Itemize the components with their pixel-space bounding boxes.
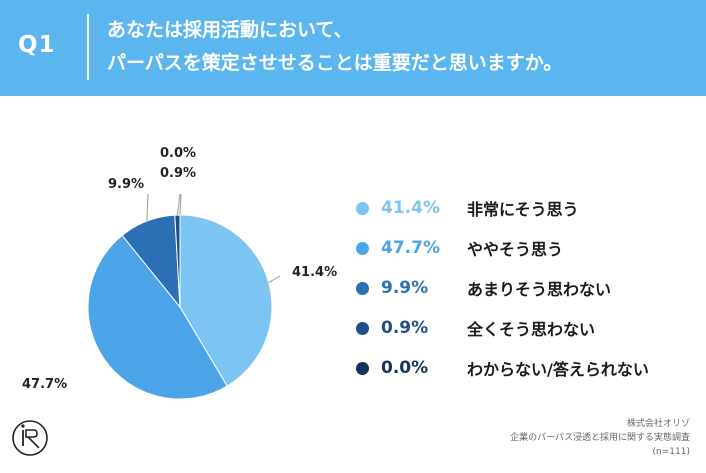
legend-swatch <box>356 361 369 375</box>
pie-leader-lines <box>146 193 281 283</box>
credit-sample: (n=111) <box>652 447 690 457</box>
pie-data-labels: 41.4% 47.7% 9.9% 0.9% 0.0% <box>22 146 337 392</box>
legend-value: 9.9% <box>381 278 429 298</box>
legend-value: 41.4% <box>381 198 440 218</box>
pie-leader-line <box>268 275 281 283</box>
legend-item: 41.4% 非常にそう思う <box>356 188 696 228</box>
legend-item: 47.7% ややそう思う <box>356 228 696 268</box>
credit-company: 株式会社オリゾ <box>626 419 690 429</box>
pie-chart: 41.4% 47.7% 9.9% 0.9% 0.0% <box>22 146 337 400</box>
legend-label: ややそう思う <box>467 240 564 259</box>
question-line-2: パーパスを策定させせることは重要だと思いますか。 <box>107 52 563 74</box>
pie-slices <box>87 214 273 400</box>
pie-data-label: 41.4% <box>292 265 337 280</box>
legend-swatch <box>356 241 369 255</box>
legend-item: 0.9% 全くそう思わない <box>356 308 696 348</box>
pie-leader-line <box>179 193 182 216</box>
legend: 41.4% 非常にそう思う 47.7% ややそう思う 9.9% あまりそう思わない 0.9%… <box>356 188 696 388</box>
legend-label: あまりそう思わない <box>467 280 612 299</box>
pie-slice <box>87 234 228 400</box>
legend-label: わからない/答えられない <box>467 360 649 379</box>
pie-leader-line <box>176 193 181 216</box>
legend-label: 非常にそう思う <box>467 200 579 219</box>
source-credit: 株式会社オリゾ 企業のパーパス浸透と採用に関する実態調査 (n=111) <box>510 417 690 459</box>
legend-value: 0.0% <box>381 358 429 378</box>
pie-slice <box>179 214 273 387</box>
legend-value: 47.7% <box>381 238 440 258</box>
question-header: Q1 あなたは採用活動において、 パーパスを策定させせることは重要だと思いますか… <box>0 0 706 96</box>
credit-survey: 企業のパーパス浸透と採用に関する実態調査 <box>510 433 690 443</box>
legend-item: 9.9% あまりそう思わない <box>356 268 696 308</box>
pie-data-label: 9.9% <box>108 177 144 192</box>
question-text: あなたは採用活動において、 パーパスを策定させせることは重要だと思いますか。 <box>107 14 697 80</box>
riz-logo-icon <box>12 420 48 456</box>
pie-data-label: 0.9% <box>160 166 196 181</box>
pie-leader-line <box>146 193 149 222</box>
legend-label: 全くそう思わない <box>467 320 596 339</box>
legend-value: 0.9% <box>381 318 429 338</box>
legend-swatch <box>356 321 369 335</box>
header-divider <box>87 14 89 80</box>
legend-swatch <box>356 201 369 215</box>
legend-swatch <box>356 281 369 295</box>
pie-data-label: 0.0% <box>160 146 196 161</box>
question-number: Q1 <box>18 32 56 58</box>
question-line-1: あなたは採用活動において、 <box>107 19 353 41</box>
legend-item: 0.0% わからない/答えられない <box>356 348 696 388</box>
pie-data-label: 47.7% <box>22 377 67 392</box>
